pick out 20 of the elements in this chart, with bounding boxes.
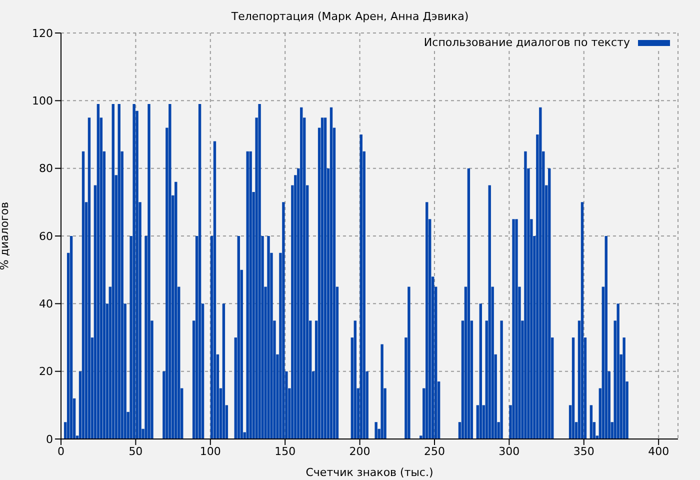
x-tick-label: 350 <box>573 444 594 458</box>
x-tick-label: 300 <box>498 444 520 458</box>
y-axis-title: % диалогов <box>0 202 11 270</box>
chart-title: Телепортация (Марк Арен, Анна Дэвика) <box>230 10 470 23</box>
y-tick-label: 20 <box>39 365 53 378</box>
y-tick-label: 80 <box>39 162 53 176</box>
y-tick-label: 40 <box>39 298 53 311</box>
y-tick-label: 120 <box>32 26 53 40</box>
legend-label: Использование диалогов по тексту <box>424 36 630 49</box>
y-tick-label: 0 <box>46 432 53 446</box>
x-tick-label: 100 <box>200 444 221 458</box>
x-tick-label: 400 <box>648 444 670 458</box>
x-tick-label: 150 <box>274 444 296 458</box>
y-tick-label: 100 <box>32 94 53 108</box>
x-axis-title: Счетчик знаков (тыс.) <box>306 466 434 479</box>
x-tick-label: 200 <box>349 444 370 458</box>
x-tick-label: 50 <box>128 444 143 458</box>
x-tick-label: 0 <box>58 444 64 458</box>
x-tick-label: 250 <box>424 444 445 458</box>
y-tick-label: 60 <box>39 230 53 243</box>
